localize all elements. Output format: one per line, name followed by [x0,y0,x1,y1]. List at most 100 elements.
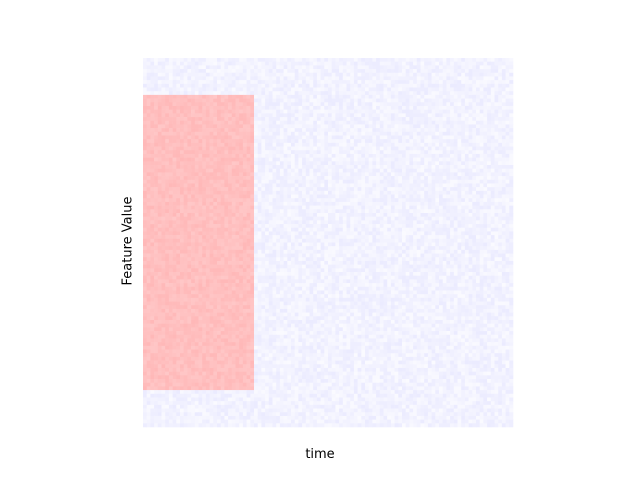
heatmap-cell-highlight [205,146,210,151]
heatmap-cell [346,168,351,173]
heatmap-cell-highlight [187,94,192,99]
heatmap-cell [487,238,492,243]
heatmap-cell [313,209,318,214]
heatmap-cell-highlight [187,131,192,136]
heatmap-cell [309,153,314,158]
heatmap-cell [505,165,510,169]
heatmap-cell [265,128,270,133]
heatmap-cell [413,161,418,166]
heatmap-cell [335,94,340,99]
heatmap-cell [353,102,358,107]
heatmap-cell [494,201,499,206]
heatmap-cell [357,209,362,214]
heatmap-cell [446,212,451,217]
heatmap-cell [368,235,373,240]
heatmap-cell [279,142,284,147]
heatmap-cell-highlight [194,153,199,158]
heatmap-cell [309,231,314,236]
heatmap-cell [472,128,477,133]
heatmap-cell [183,72,188,77]
heatmap-cell [490,176,495,181]
heatmap-cell-highlight [150,142,155,147]
heatmap-cell [483,109,488,114]
heatmap-cell [279,216,284,221]
heatmap-cell [487,142,492,147]
heatmap-cell-highlight [154,224,159,229]
heatmap-cell [346,227,351,232]
heatmap-cell [320,124,325,129]
heatmap-cell-highlight [154,172,159,177]
heatmap-cell [416,161,421,166]
heatmap-cell [302,131,307,136]
heatmap-cell [464,194,469,199]
heatmap-cell [416,117,421,122]
heatmap-cell-highlight [213,168,218,173]
heatmap-cell [353,153,358,158]
heatmap-cell [283,117,288,122]
heatmap-cell-highlight [183,224,188,229]
heatmap-cell [435,224,440,229]
heatmap-cell [357,91,362,96]
heatmap-cell [324,172,329,177]
heatmap-cell [353,80,358,85]
heatmap-cell [402,91,406,96]
heatmap-cell [313,83,318,88]
heatmap-cell [453,157,458,162]
heatmap-cell [376,227,381,232]
heatmap-cell-highlight [154,220,159,225]
heatmap-cell [157,83,162,88]
heatmap-cell [257,135,262,140]
heatmap-cell [305,150,310,155]
heatmap-cell-highlight [242,238,247,243]
heatmap-cell [143,80,147,85]
heatmap-cell [383,142,388,147]
heatmap-cell [494,61,499,66]
heatmap-cell [450,98,455,103]
heatmap-cell [402,72,406,77]
heatmap-cell [276,205,281,210]
heatmap-cell [328,161,332,166]
heatmap-cell-highlight [209,190,214,195]
heatmap-cell [479,128,484,133]
heatmap-cell-highlight [176,168,181,173]
heatmap-cell [265,109,270,114]
heatmap-cell-highlight [150,187,155,192]
heatmap-cell [450,227,455,232]
heatmap-cell [398,187,403,192]
heatmap-cell [509,131,514,136]
heatmap-cell [276,135,281,140]
heatmap-cell-highlight [157,224,162,229]
heatmap-cell [427,142,432,147]
heatmap-cell [194,69,199,74]
heatmap-cell [283,216,288,221]
heatmap-cell [331,231,336,236]
heatmap-cell [279,105,284,110]
heatmap-cell [398,69,403,74]
heatmap-cell [331,209,336,214]
heatmap-cell-highlight [187,179,192,184]
heatmap-cell [424,227,429,232]
heatmap-cell [442,209,447,214]
heatmap-cell [346,142,351,147]
heatmap-cell-highlight [198,235,203,240]
heatmap-cell-highlight [213,220,218,225]
heatmap-cell [342,205,347,210]
heatmap-cell [291,187,295,192]
heatmap-cell [261,187,266,192]
heatmap-cell-highlight [224,153,229,158]
heatmap-cell [431,80,436,85]
heatmap-cell [450,61,455,66]
heatmap-cell [339,94,344,99]
heatmap-cell [476,209,480,214]
heatmap-cell [150,91,155,96]
heatmap-cell [305,76,310,81]
heatmap-cell [346,220,351,225]
heatmap-cell [272,83,277,88]
heatmap-cell [146,69,151,74]
heatmap-cell [357,69,362,74]
heatmap-cell [350,201,355,206]
heatmap-cell-highlight [180,120,184,125]
heatmap-cell [353,183,358,188]
heatmap-cell [313,238,318,243]
heatmap-cell [450,216,455,221]
